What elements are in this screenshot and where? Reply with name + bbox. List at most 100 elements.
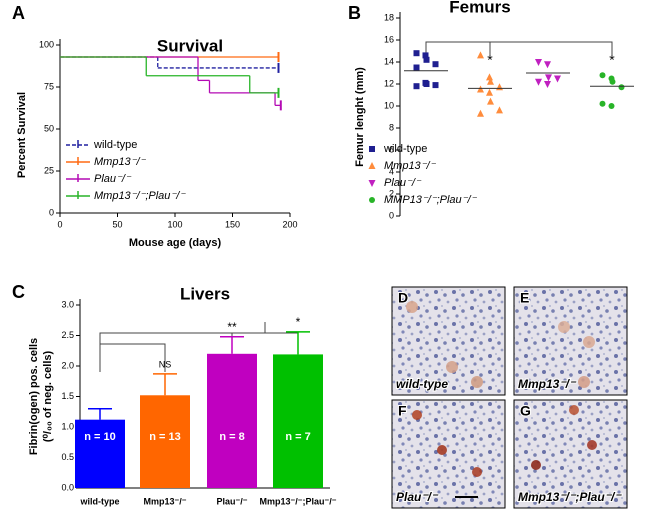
bar (273, 354, 323, 488)
y-axis-label: Percent Survival (16, 92, 28, 178)
data-point (535, 78, 542, 86)
data-point (477, 109, 484, 117)
x-tick-label: Mmp13⁻/⁻;Plau⁻/⁻ (259, 496, 336, 506)
x-tick-label: wild-type (79, 496, 119, 506)
image-panel-label: E (520, 290, 529, 306)
n-label: n = 10 (84, 431, 116, 443)
legend-label: Mmp13⁻/⁻;Plau⁻/⁻ (94, 190, 186, 202)
y-tick-label: 0.5 (61, 452, 74, 462)
x-tick-label: 50 (112, 219, 122, 229)
data-point (422, 52, 429, 59)
image-label: Mmp13⁻/⁻;Plau⁻/⁻ (518, 490, 622, 504)
n-label: n = 7 (285, 431, 310, 443)
data-point (423, 81, 430, 87)
data-point (432, 82, 439, 89)
data-point (544, 81, 551, 88)
data-point (413, 83, 420, 90)
significance-bracket (99, 322, 299, 345)
bar (75, 419, 125, 488)
data-point (535, 59, 542, 66)
y-tick-label: 2.0 (61, 360, 74, 370)
data-point (554, 75, 561, 83)
stained-cell (472, 467, 482, 477)
stained-cell (569, 405, 579, 415)
stained-cell (471, 376, 483, 388)
stained-cell (412, 410, 422, 420)
y-tick-label: 1.5 (61, 391, 74, 401)
y-tick-label: 1.0 (61, 421, 74, 431)
data-point (618, 84, 625, 91)
data-point (487, 77, 494, 85)
legend-label: Plau⁻/⁻ (94, 173, 132, 185)
legend-label: Mmp13⁻/⁻ (384, 160, 437, 172)
y-axis-label: (⁰/₀₀ of neg. cells) (42, 350, 54, 442)
stained-cell (587, 440, 597, 450)
y-tick-label: 6 (389, 144, 394, 154)
data-point (486, 88, 493, 96)
data-point (545, 74, 552, 82)
y-tick-label: 75 (44, 81, 54, 91)
legend-swatch (369, 197, 375, 203)
y-tick-label: 18 (384, 12, 394, 22)
x-axis-label: Mouse age (days) (129, 237, 222, 249)
data-point (432, 61, 439, 68)
data-point (599, 72, 606, 79)
y-tick-label: 0 (389, 210, 394, 220)
legend-swatch (368, 162, 376, 169)
image-panel-label: G (520, 403, 531, 419)
y-tick-label: 25 (44, 165, 54, 175)
significance-bracket (425, 41, 613, 55)
data-point (487, 97, 494, 105)
x-tick-label: Mmp13⁻/⁻ (143, 496, 186, 506)
stained-cell (583, 336, 595, 348)
x-tick-label: 100 (167, 219, 182, 229)
stained-cell (531, 460, 541, 470)
data-point (544, 61, 551, 69)
data-point (423, 56, 430, 63)
y-tick-label: 16 (384, 34, 394, 44)
y-tick-label: 10 (384, 100, 394, 110)
y-tick-label: 0.0 (61, 482, 74, 492)
micrograph (391, 399, 506, 509)
data-point (477, 85, 484, 93)
chart-title: Livers (180, 284, 230, 303)
y-tick-label: 12 (384, 78, 394, 88)
chart-title: Survival (157, 36, 223, 55)
n-label: n = 13 (149, 431, 181, 443)
significance: * (609, 52, 615, 68)
panel-label: A (12, 3, 25, 23)
image-label: wild-type (396, 377, 448, 391)
x-tick-label: Plau⁻/⁻ (216, 496, 247, 506)
data-point (413, 64, 420, 71)
x-tick-label: 0 (57, 219, 62, 229)
stained-cell (406, 301, 418, 313)
n-label: n = 8 (219, 431, 244, 443)
bar (140, 395, 190, 488)
micrograph (513, 286, 628, 396)
y-tick-label: 14 (384, 56, 394, 66)
image-panel-label: F (398, 403, 407, 419)
legend-label: wild-type (93, 139, 137, 151)
panel-label: B (348, 3, 361, 23)
x-tick-label: 150 (225, 219, 240, 229)
data-point (496, 83, 503, 91)
y-tick-label: 100 (39, 39, 54, 49)
legend-label: MMP13⁻/⁻;Plau⁻/⁻ (384, 194, 478, 206)
legend-label: Mmp13⁻/⁻ (94, 156, 147, 168)
stained-cell (437, 445, 447, 455)
significance-bracket (99, 343, 166, 372)
data-point (486, 73, 493, 81)
image-label: Mmp13⁻/⁻ (518, 377, 577, 391)
y-tick-label: 50 (44, 123, 54, 133)
image-panel-label: D (398, 290, 408, 306)
bar (207, 353, 257, 488)
legend-swatch (369, 146, 375, 152)
y-tick-label: 2 (389, 188, 394, 198)
image-label: Plau⁻/⁻ (396, 490, 439, 504)
data-point (477, 51, 484, 59)
x-tick-label: 200 (282, 219, 297, 229)
data-point (496, 106, 503, 114)
data-point (608, 103, 615, 109)
y-axis-label: Fibrin(ogen) pos. cells (28, 338, 40, 455)
